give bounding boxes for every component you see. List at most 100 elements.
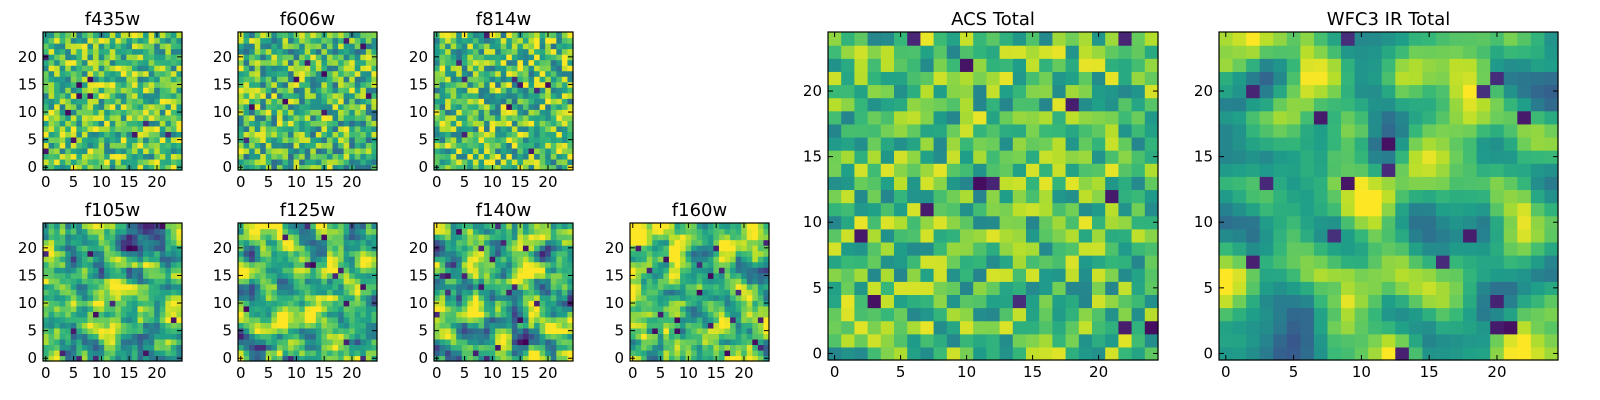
heatmap-cell [484,103,491,110]
heatmap-cell [511,92,518,99]
heatmap-cell [282,125,289,132]
heatmap-cell [104,300,111,307]
heatmap-cell [43,289,50,296]
heatmap-cell [663,322,670,329]
heatmap-cell [243,234,250,241]
heatmap-cell [249,289,256,296]
heatmap-cell [260,283,267,290]
heatmap-cell [517,131,524,138]
heatmap-cell [70,272,77,279]
heatmap-cell [271,136,278,143]
heatmap-cell [696,349,703,357]
heatmap-cell [478,245,485,252]
heatmap-cell [663,294,670,301]
heatmap-cell [635,311,642,318]
heatmap-cell [349,267,356,274]
heatmap-cell [685,349,692,357]
y-tick-label: 5 [418,322,428,340]
heatmap-cell [545,294,552,301]
heatmap-cell [148,98,155,105]
heatmap-cell [534,349,541,357]
heatmap-cell [81,131,89,138]
heatmap-cell [668,294,676,301]
heatmap-cell [87,223,94,230]
y-tick-label: 5 [418,131,428,149]
heatmap-cell [663,327,670,334]
heatmap-cell [70,228,77,235]
heatmap-cell [288,256,295,263]
heatmap-cell [506,239,513,246]
heatmap-cell [276,261,284,268]
heatmap-cell [137,223,144,230]
panel-title: f105w [85,200,140,221]
heatmap-cell [986,281,1001,295]
heatmap-cell [472,344,480,351]
heatmap-cell [674,327,681,334]
heatmap-cell [109,327,116,334]
heatmap-cell [472,305,480,312]
heatmap-cell [495,98,502,105]
heatmap-cell [170,283,178,290]
heatmap-cell [131,158,139,166]
heatmap-cell [752,234,759,241]
heatmap-cell [115,87,122,94]
heatmap-cell [680,344,687,351]
heatmap-cell [81,59,89,66]
heatmap-cell [271,311,278,318]
heatmap-cell [59,223,66,230]
heatmap-cell [534,109,541,116]
heatmap-cell [763,322,770,329]
heatmap-cell [115,278,122,285]
heatmap-cell [271,43,278,50]
heatmap-cell [165,267,172,274]
heatmap-cell [54,300,61,307]
heatmap-cell [276,65,284,72]
heatmap-cell [288,239,295,246]
heatmap-cell [76,234,83,241]
heatmap-cell [332,147,339,155]
heatmap-cell [828,255,842,269]
heatmap-cell [143,239,150,246]
heatmap-cell [528,250,535,257]
heatmap-cell [131,59,139,66]
heatmap-cell [65,76,72,83]
heatmap-cell [332,70,339,77]
heatmap-cell [321,322,328,329]
heatmap-cell [741,327,748,334]
heatmap-cell [674,228,681,235]
heatmap-cell [439,245,446,252]
heatmap-cell [43,114,50,121]
heatmap-cell [93,147,100,155]
heatmap-cell [131,305,139,312]
heatmap-cell [534,245,541,252]
heatmap-cell [87,120,94,127]
heatmap-cell [545,278,552,285]
heatmap-cell [371,261,378,268]
heatmap-cell [495,153,502,160]
heatmap-cell [65,59,72,66]
heatmap-cell [534,239,541,246]
heatmap-cell [630,267,637,274]
heatmap-cell [556,98,563,105]
heatmap-cell [137,344,144,351]
heatmap-cell [685,294,692,301]
heatmap-cell [315,142,322,149]
heatmap-cell [137,120,144,127]
heatmap-cell [288,305,295,312]
heatmap-cell [506,48,513,55]
heatmap-cell [120,136,127,143]
heatmap-cell [646,333,653,340]
heatmap-cell [867,294,882,309]
heatmap-cell [635,355,642,362]
heatmap-cell [115,158,122,166]
heatmap-cell [445,114,452,121]
heatmap-cell [467,250,474,257]
heatmap-cell [461,239,468,246]
heatmap-cell [243,92,250,99]
heatmap-cell [243,327,250,334]
heatmap-cell [668,300,676,307]
heatmap-cell [360,65,367,72]
heatmap-cell [349,333,356,340]
heatmap-cell [120,316,127,323]
